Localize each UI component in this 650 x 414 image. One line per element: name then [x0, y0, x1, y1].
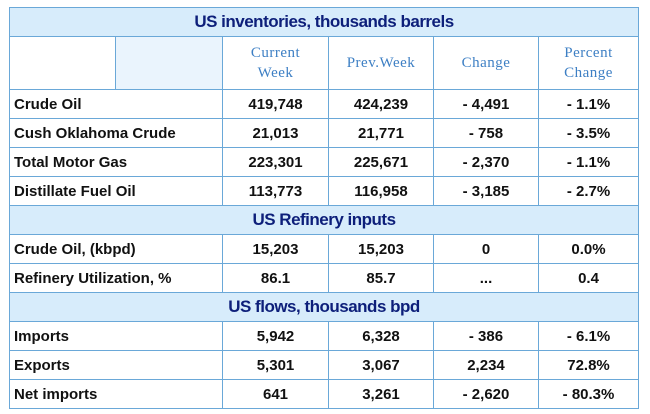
- prev-week-value: 116,958: [328, 176, 434, 206]
- table-row: Imports 5,942 6,328 - 386 - 6.1%: [9, 321, 640, 351]
- row-label: Crude Oil: [9, 89, 223, 119]
- data-table-container: US inventories, thousands barrels Curren…: [8, 7, 640, 409]
- change-value: ...: [433, 263, 539, 293]
- row-label: Crude Oil, (kbpd): [9, 234, 223, 264]
- section-header-flows: US flows, thousands bpd: [8, 292, 640, 322]
- current-week-value: 223,301: [222, 147, 329, 177]
- change-value: - 4,491: [433, 89, 539, 119]
- change-value: - 2,620: [433, 379, 539, 409]
- current-week-value: 86.1: [222, 263, 329, 293]
- table-row: Cush Oklahoma Crude 21,013 21,771 - 758 …: [9, 118, 640, 148]
- percent-change-value: - 6.1%: [537, 321, 640, 351]
- current-week-value: 113,773: [222, 176, 329, 206]
- prev-week-value: 225,671: [328, 147, 434, 177]
- current-week-value: 641: [222, 379, 329, 409]
- header-blank-cell: [9, 36, 116, 90]
- current-week-value: 5,301: [222, 350, 329, 380]
- column-header-row: Current Week Prev.Week Change Percent Ch…: [9, 36, 640, 90]
- percent-change-value: 0.4: [537, 263, 640, 293]
- change-value: - 2,370: [433, 147, 539, 177]
- table-row: Crude Oil, (kbpd) 15,203 15,203 0 0.0%: [9, 234, 640, 264]
- table-row: Distillate Fuel Oil 113,773 116,958 - 3,…: [9, 176, 640, 206]
- row-label: Imports: [9, 321, 223, 351]
- section-title: US Refinery inputs: [8, 205, 640, 235]
- section-header-inventories: US inventories, thousands barrels: [8, 7, 640, 37]
- percent-change-value: - 1.1%: [537, 147, 640, 177]
- header-change: Change: [433, 36, 539, 90]
- row-label: Distillate Fuel Oil: [9, 176, 223, 206]
- change-value: - 386: [433, 321, 539, 351]
- prev-week-value: 3,261: [328, 379, 434, 409]
- prev-week-value: 15,203: [328, 234, 434, 264]
- change-value: 2,234: [433, 350, 539, 380]
- current-week-value: 419,748: [222, 89, 329, 119]
- section-header-refinery: US Refinery inputs: [8, 205, 640, 235]
- change-value: 0: [433, 234, 539, 264]
- change-value: - 3,185: [433, 176, 539, 206]
- current-week-value: 5,942: [222, 321, 329, 351]
- prev-week-value: 424,239: [328, 89, 434, 119]
- prev-week-value: 85.7: [328, 263, 434, 293]
- table-row: Exports 5,301 3,067 2,234 72.8%: [9, 350, 640, 380]
- table-row: Total Motor Gas 223,301 225,671 - 2,370 …: [9, 147, 640, 177]
- change-value: - 758: [433, 118, 539, 148]
- header-current-week: Current Week: [222, 36, 329, 90]
- percent-change-value: - 80.3%: [537, 379, 640, 409]
- header-blank-cell: [115, 36, 223, 90]
- prev-week-value: 6,328: [328, 321, 434, 351]
- row-label: Cush Oklahoma Crude: [9, 118, 223, 148]
- table-row: Crude Oil 419,748 424,239 - 4,491 - 1.1%: [9, 89, 640, 119]
- percent-change-value: - 1.1%: [537, 89, 640, 119]
- prev-week-value: 3,067: [328, 350, 434, 380]
- section-title: US flows, thousands bpd: [8, 292, 640, 322]
- current-week-value: 15,203: [222, 234, 329, 264]
- prev-week-value: 21,771: [328, 118, 434, 148]
- row-label: Refinery Utilization, %: [9, 263, 223, 293]
- percent-change-value: - 3.5%: [537, 118, 640, 148]
- oil-inventory-table: US inventories, thousands barrels Curren…: [8, 7, 640, 409]
- percent-change-value: - 2.7%: [537, 176, 640, 206]
- row-label: Total Motor Gas: [9, 147, 223, 177]
- row-label: Exports: [9, 350, 223, 380]
- table-row: Refinery Utilization, % 86.1 85.7 ... 0.…: [9, 263, 640, 293]
- header-percent-change: Percent Change: [537, 36, 640, 90]
- table-row: Net imports 641 3,261 - 2,620 - 80.3%: [9, 379, 640, 409]
- current-week-value: 21,013: [222, 118, 329, 148]
- percent-change-value: 0.0%: [537, 234, 640, 264]
- header-prev-week: Prev.Week: [328, 36, 434, 90]
- row-label: Net imports: [9, 379, 223, 409]
- percent-change-value: 72.8%: [537, 350, 640, 380]
- section-title: US inventories, thousands barrels: [8, 7, 640, 37]
